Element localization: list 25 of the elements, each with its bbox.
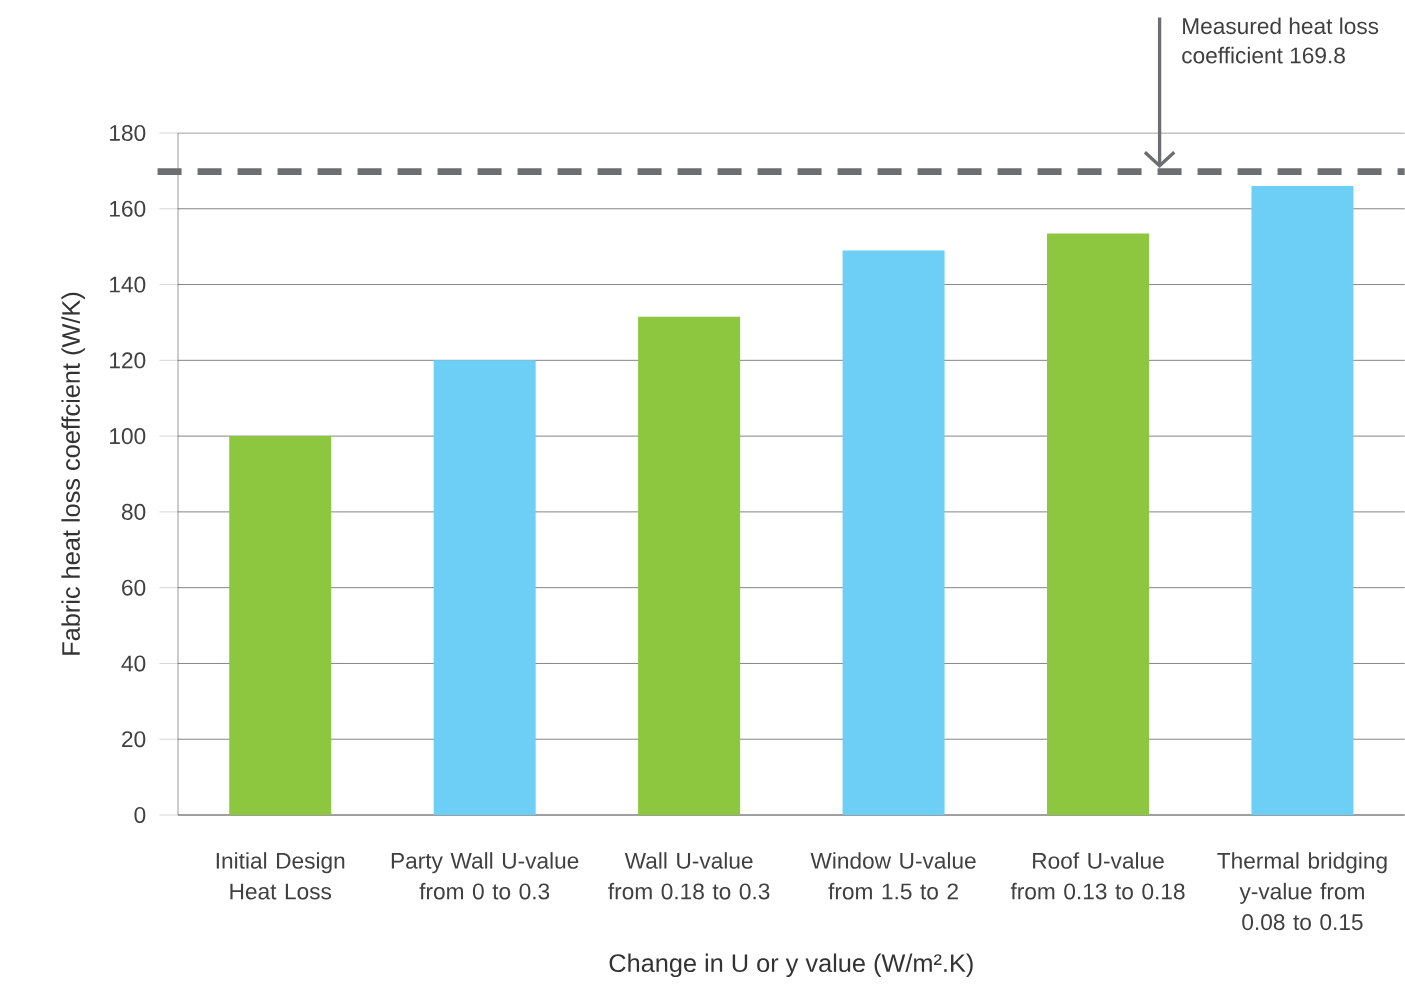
y-tick-label: 180 bbox=[110, 124, 146, 142]
bar bbox=[433, 360, 536, 815]
x-tick-label: Window U-value from 1.5 to 2 bbox=[810, 852, 976, 900]
ref-line-label: Measured heat loss coefficient 169.8 bbox=[1182, 17, 1379, 64]
y-tick-label: 140 bbox=[110, 276, 146, 293]
x-tick-label: Initial Design Heat Loss bbox=[216, 852, 345, 900]
bar bbox=[229, 436, 332, 815]
y-tick-label: 60 bbox=[122, 579, 146, 596]
bar bbox=[1251, 186, 1354, 815]
y-tick-label: 0 bbox=[134, 806, 146, 824]
y-tick-label: 160 bbox=[110, 200, 146, 217]
y-tick-label: 20 bbox=[122, 731, 146, 748]
x-axis-title: Change in U or y value (W/m².K) bbox=[609, 953, 973, 978]
y-axis-title: Fabric heat loss coeffcient (W/K) bbox=[61, 292, 85, 655]
x-tick-label: Thermal bridging y-value from 0.08 to 0.15 bbox=[1217, 852, 1387, 931]
y-tick-label: 100 bbox=[110, 428, 146, 445]
bar bbox=[842, 250, 945, 815]
x-tick-label: Party Wall U-value from 0 to 0.3 bbox=[391, 852, 579, 900]
x-tick-label: Wall U-value from 0.18 to 0.3 bbox=[608, 852, 770, 900]
y-tick-label: 40 bbox=[121, 655, 146, 672]
bar bbox=[1047, 233, 1150, 815]
bar bbox=[638, 316, 741, 815]
y-tick-label: 120 bbox=[110, 352, 146, 369]
x-tick-label: Roof U-value from 0.13 to 0.18 bbox=[1010, 852, 1185, 900]
y-tick-label: 80 bbox=[121, 503, 146, 520]
